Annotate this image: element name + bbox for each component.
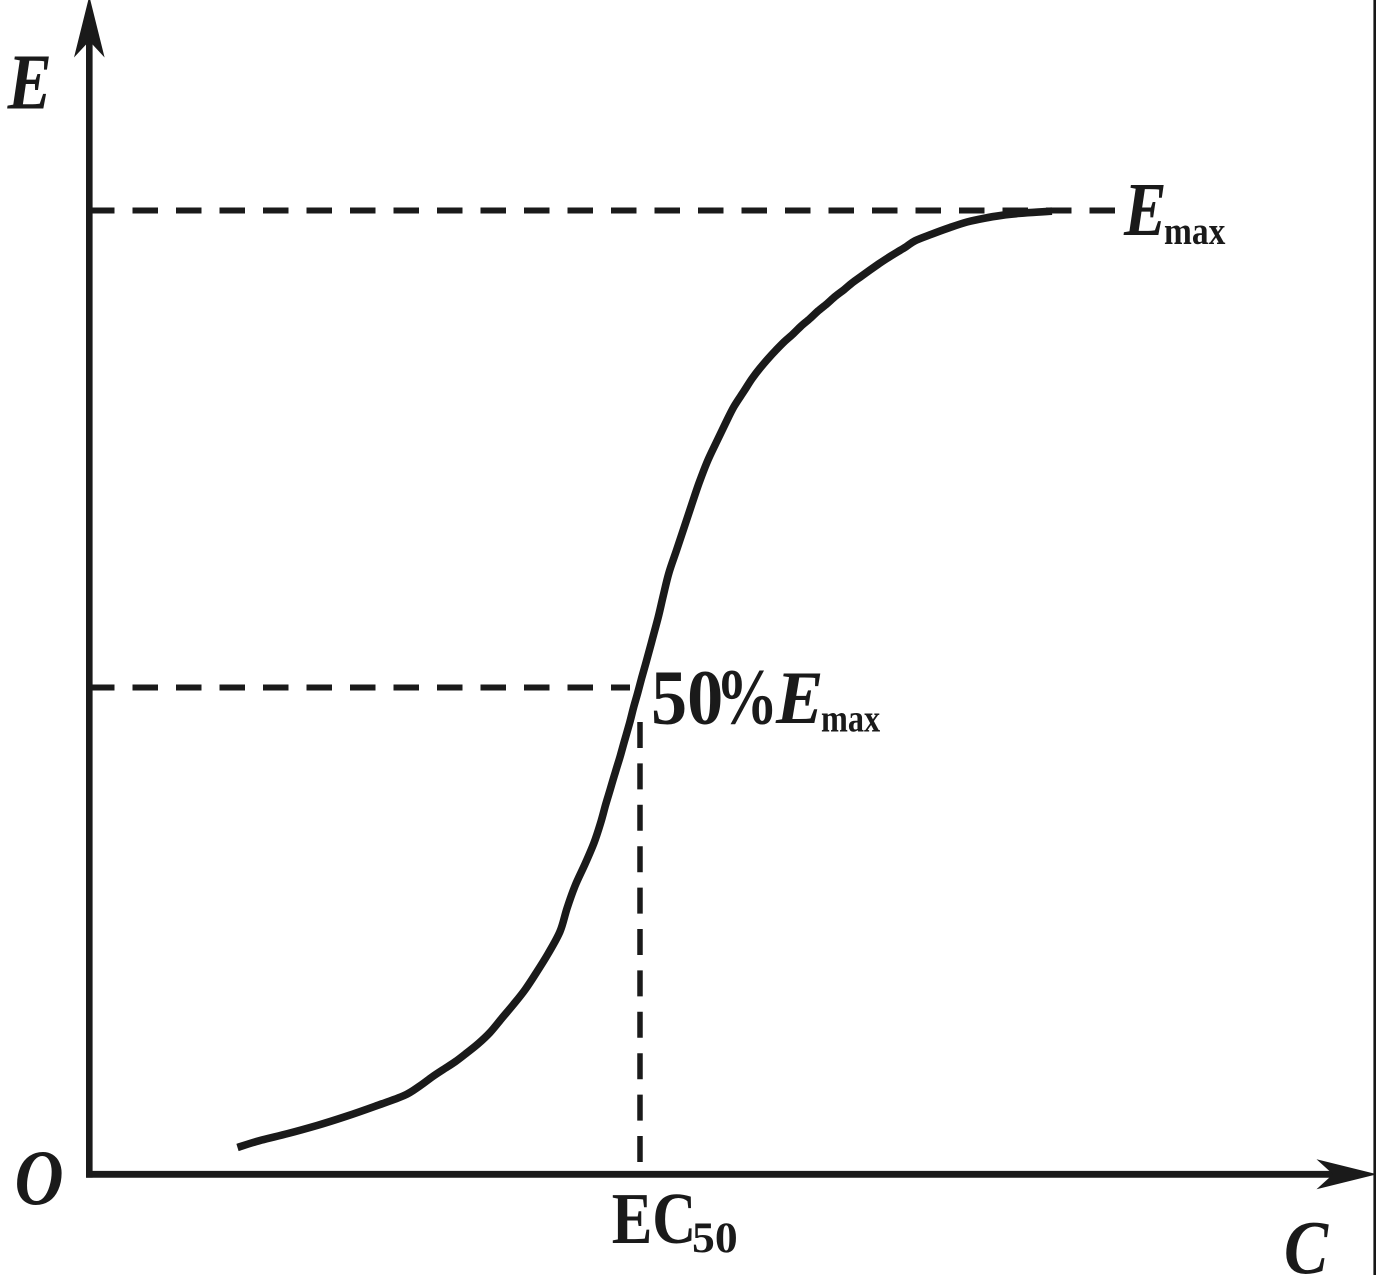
svg-text:E: E — [775, 656, 823, 739]
svg-text:%: % — [716, 655, 778, 742]
svg-text:C: C — [1284, 1206, 1329, 1275]
svg-text:max: max — [1164, 208, 1226, 252]
svg-text:50: 50 — [651, 655, 723, 741]
svg-text:EC: EC — [612, 1178, 697, 1259]
svg-text:50: 50 — [692, 1213, 738, 1262]
svg-text:max: max — [821, 696, 880, 740]
svg-text:E: E — [7, 38, 52, 126]
svg-text:O: O — [15, 1135, 64, 1222]
svg-text:E: E — [1123, 168, 1166, 252]
